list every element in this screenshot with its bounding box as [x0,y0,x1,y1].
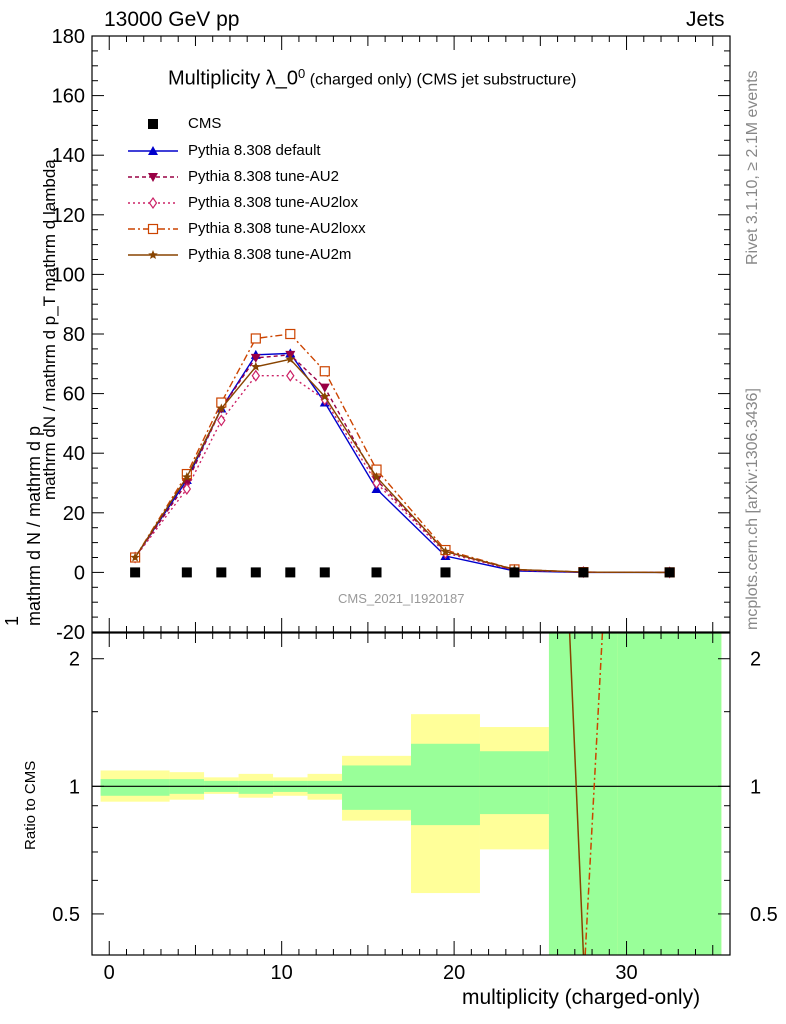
cms-point [371,567,382,578]
cms-point [181,567,192,578]
cms-point [578,567,589,578]
series-point [250,333,261,344]
series-line [134,358,670,574]
series-point [371,472,382,482]
ratio-tick-label: 1 [69,776,80,798]
series-0 [130,348,675,577]
ratio-band-green [411,743,480,826]
x-tick-label: 30 [615,962,637,984]
series-point [285,354,296,364]
chart-title-main: Multiplicity λ_0 [168,67,299,90]
ratio-band-green [342,765,411,810]
ratio-tick-label-right: 1 [750,776,761,798]
series-line [134,333,670,574]
series-1 [130,350,675,578]
y-tick-label: 180 [52,26,85,48]
chart-title-suffix: (charged only) (CMS jet substructure) [309,71,577,89]
cms-data [130,567,675,578]
x-tick-label: 10 [271,962,293,984]
ratio-band-green [617,633,722,955]
legend-label-au2m: Pythia 8.308 tune-AU2m [188,246,352,263]
series-point [251,361,261,371]
series-2 [130,369,674,579]
chart-title-sup: 0 [298,66,306,81]
x-axis-label: multiplicity (charged-only) [462,986,701,1009]
legend-label-au2: Pythia 8.308 tune-AU2 [188,168,339,185]
y-tick-label: 140 [52,145,85,167]
chart-title: Multiplicity λ_00 (charged only) (CMS je… [168,66,577,90]
series-point [182,482,192,496]
y-tick-label: 20 [63,503,85,525]
legend-marker [148,250,158,260]
legend-marker [148,146,158,155]
header-right: Jets [686,8,725,31]
legend-label-au2lox: Pythia 8.308 tune-AU2lox [188,194,359,211]
ratio-band-green [548,633,618,955]
legend-marker-cms [148,119,158,129]
cms-point [440,567,451,578]
y-tick-label: 40 [63,443,85,465]
y-tick-label: 0 [74,562,85,584]
y-tick-label: 160 [52,86,85,108]
ratio-bands [92,633,730,955]
legend-label-default: Pythia 8.308 default [188,142,321,159]
ratio-band-green [307,780,343,794]
cms-point [216,567,227,578]
ratio-tick-label-right: 2 [750,649,761,671]
cms-point [319,567,330,578]
cms-point [664,567,675,578]
series-4 [130,354,675,577]
header-left: 13000 GeV pp [104,8,240,31]
ratio-tick-label: 0.5 [52,904,80,926]
legend-marker [148,173,158,182]
legend-label-cms: CMS [188,115,222,132]
series-point [251,369,261,382]
y-tick-label: 120 [52,205,85,227]
legend-label-au2loxx: Pythia 8.308 tune-AU2loxx [188,220,366,237]
y-tick-label: 100 [52,264,85,286]
cms-point [250,567,261,578]
series-point [216,403,227,413]
ratio-band-green [479,751,549,815]
ratio-tick-label: 2 [69,649,80,671]
legend-marker [147,223,159,235]
series-3 [130,328,675,578]
y-tick-label: 80 [63,324,85,346]
ratio-band-green [238,780,274,794]
x-tick-label: 20 [443,962,465,984]
series-line [134,354,670,574]
ratio-tick-label-right: 0.5 [750,904,778,926]
series-point [182,472,192,482]
cms-point [509,567,520,578]
cms-point [130,567,141,578]
series-point [286,369,295,382]
ratio-curve [584,633,604,955]
y-tick-label: 60 [63,384,85,406]
series-point [217,414,226,427]
y-tick-label: -20 [56,622,85,644]
x-tick-label: 0 [104,962,115,984]
series-point [319,383,330,393]
series-line [134,375,670,574]
legend-marker [148,196,158,210]
ratio-band-green [100,779,170,796]
series-point [130,552,140,562]
series-line [134,352,670,574]
ratio-frame [91,632,731,956]
series-point [250,353,261,363]
series-point [319,366,330,377]
cms-point [285,567,296,578]
series-point [320,391,330,401]
main-frame [91,35,731,633]
series-point [372,476,381,490]
ratio-curve [568,633,585,955]
analysis-watermark: CMS_2021_I1920187 [338,591,465,606]
series-point [440,546,451,556]
series-point [285,328,296,340]
